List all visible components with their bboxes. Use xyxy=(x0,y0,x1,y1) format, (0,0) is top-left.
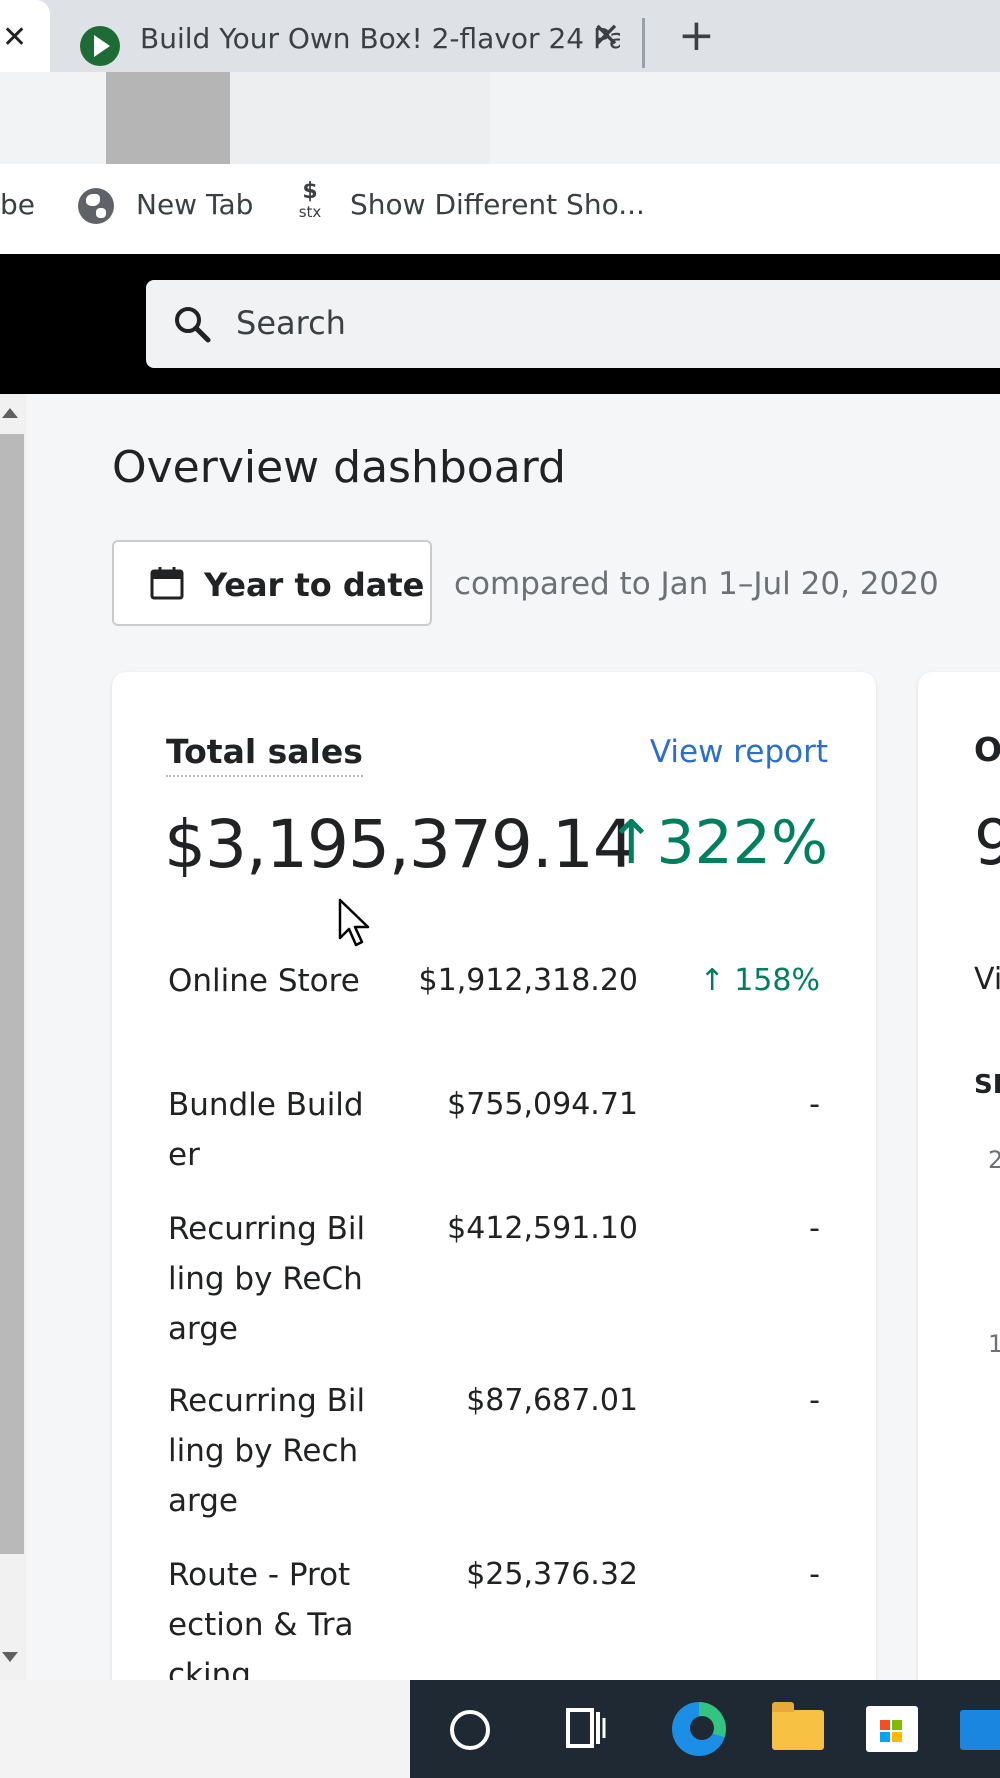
search-input[interactable]: Search xyxy=(146,280,1000,368)
secondary-card-line: Vi xyxy=(974,962,1000,997)
page-title: Overview dashboard xyxy=(112,442,566,493)
row-label: Route - Protection & Tracking xyxy=(168,1557,354,1693)
scrollbar-thumb[interactable] xyxy=(0,434,24,1554)
view-report-link[interactable]: View report xyxy=(649,734,828,770)
scroll-down-icon[interactable] xyxy=(2,1652,18,1662)
redacted-block xyxy=(106,72,230,164)
play-favicon-icon xyxy=(80,26,120,66)
row-change: - xyxy=(809,1557,820,1592)
scrollbar[interactable] xyxy=(0,394,26,1680)
tab-separator xyxy=(642,18,645,68)
secondary-card-value: 9 xyxy=(974,806,1000,879)
address-bar[interactable] xyxy=(0,72,1000,164)
store-icon[interactable] xyxy=(866,1706,918,1752)
scroll-up-icon[interactable] xyxy=(2,408,18,418)
total-sales-change: ↑322% xyxy=(606,808,828,878)
date-range-button[interactable]: Year to date xyxy=(112,540,432,626)
date-range-label: Year to date xyxy=(204,566,425,604)
calendar-icon xyxy=(150,567,184,600)
bookmark-new-tab[interactable]: New Tab xyxy=(136,188,254,221)
cortana-icon[interactable] xyxy=(450,1710,490,1750)
search-icon xyxy=(175,307,211,343)
stx-icon: $ stx xyxy=(298,179,322,222)
total-sales-value: $3,195,379.14 xyxy=(164,806,635,883)
tab-title: Build Your Own Box! 2-flavor 24 Pack xyxy=(140,22,620,55)
row-change: ↑ 158% xyxy=(699,963,820,998)
browser-tab-previous[interactable]: ✕ xyxy=(0,0,50,72)
close-icon[interactable]: ✕ xyxy=(2,20,28,55)
file-explorer-icon[interactable] xyxy=(772,1702,824,1750)
total-sales-card: Total sales View report $3,195,379.14 ↑3… xyxy=(112,672,876,1712)
row-value: $755,094.71 xyxy=(447,1087,638,1122)
bookmark-show-different[interactable]: Show Different Sho... xyxy=(350,188,645,221)
bookmark-partial[interactable]: be xyxy=(0,188,35,221)
task-view-icon[interactable] xyxy=(566,1706,606,1750)
mouse-cursor-icon xyxy=(338,898,370,947)
secondary-card-section: SE xyxy=(974,1070,1000,1100)
new-tab-button[interactable]: + xyxy=(678,10,715,61)
secondary-card-tick: 1 xyxy=(988,1330,1000,1358)
secondary-card-tick: 2 xyxy=(988,1146,1000,1174)
row-label: Recurring Billing by ReCharge xyxy=(168,1211,366,1347)
app-top-bar: Search xyxy=(0,254,1000,394)
row-value: $1,912,318.20 xyxy=(418,963,638,998)
browser-tab-strip: ✕ Build Your Own Box! 2-flavor 24 Pack ✕… xyxy=(0,0,1000,72)
globe-icon xyxy=(78,188,114,224)
os-taskbar xyxy=(0,1680,1000,1778)
card-title[interactable]: Total sales xyxy=(166,732,363,777)
row-change: - xyxy=(809,1383,820,1418)
row-change: - xyxy=(809,1211,820,1246)
close-icon[interactable]: ✕ xyxy=(592,16,621,56)
secondary-card: O 9 Vi SE 2 1 xyxy=(918,672,1000,1712)
row-value: $25,376.32 xyxy=(466,1557,638,1592)
search-placeholder: Search xyxy=(236,304,346,342)
secondary-card-title: O xyxy=(974,730,1000,769)
taskbar-icons xyxy=(410,1680,1000,1778)
edge-browser-icon[interactable] xyxy=(672,1702,726,1756)
comparison-text: compared to Jan 1–Jul 20, 2020 xyxy=(454,566,939,602)
bookmarks-bar: be New Tab $ stx Show Different Sho... xyxy=(0,164,1000,254)
row-value: $87,687.01 xyxy=(466,1383,638,1418)
row-change: - xyxy=(809,1087,820,1122)
row-value: $412,591.10 xyxy=(447,1211,638,1246)
address-field[interactable] xyxy=(230,72,490,164)
browser-tab-active[interactable]: Build Your Own Box! 2-flavor 24 Pack ✕ xyxy=(66,12,636,72)
row-label: Bundle Builder xyxy=(168,1087,364,1173)
row-label: Online Store xyxy=(168,963,360,999)
row-label: Recurring Billing by Recharge xyxy=(168,1383,366,1519)
mail-icon[interactable] xyxy=(960,1710,1000,1750)
